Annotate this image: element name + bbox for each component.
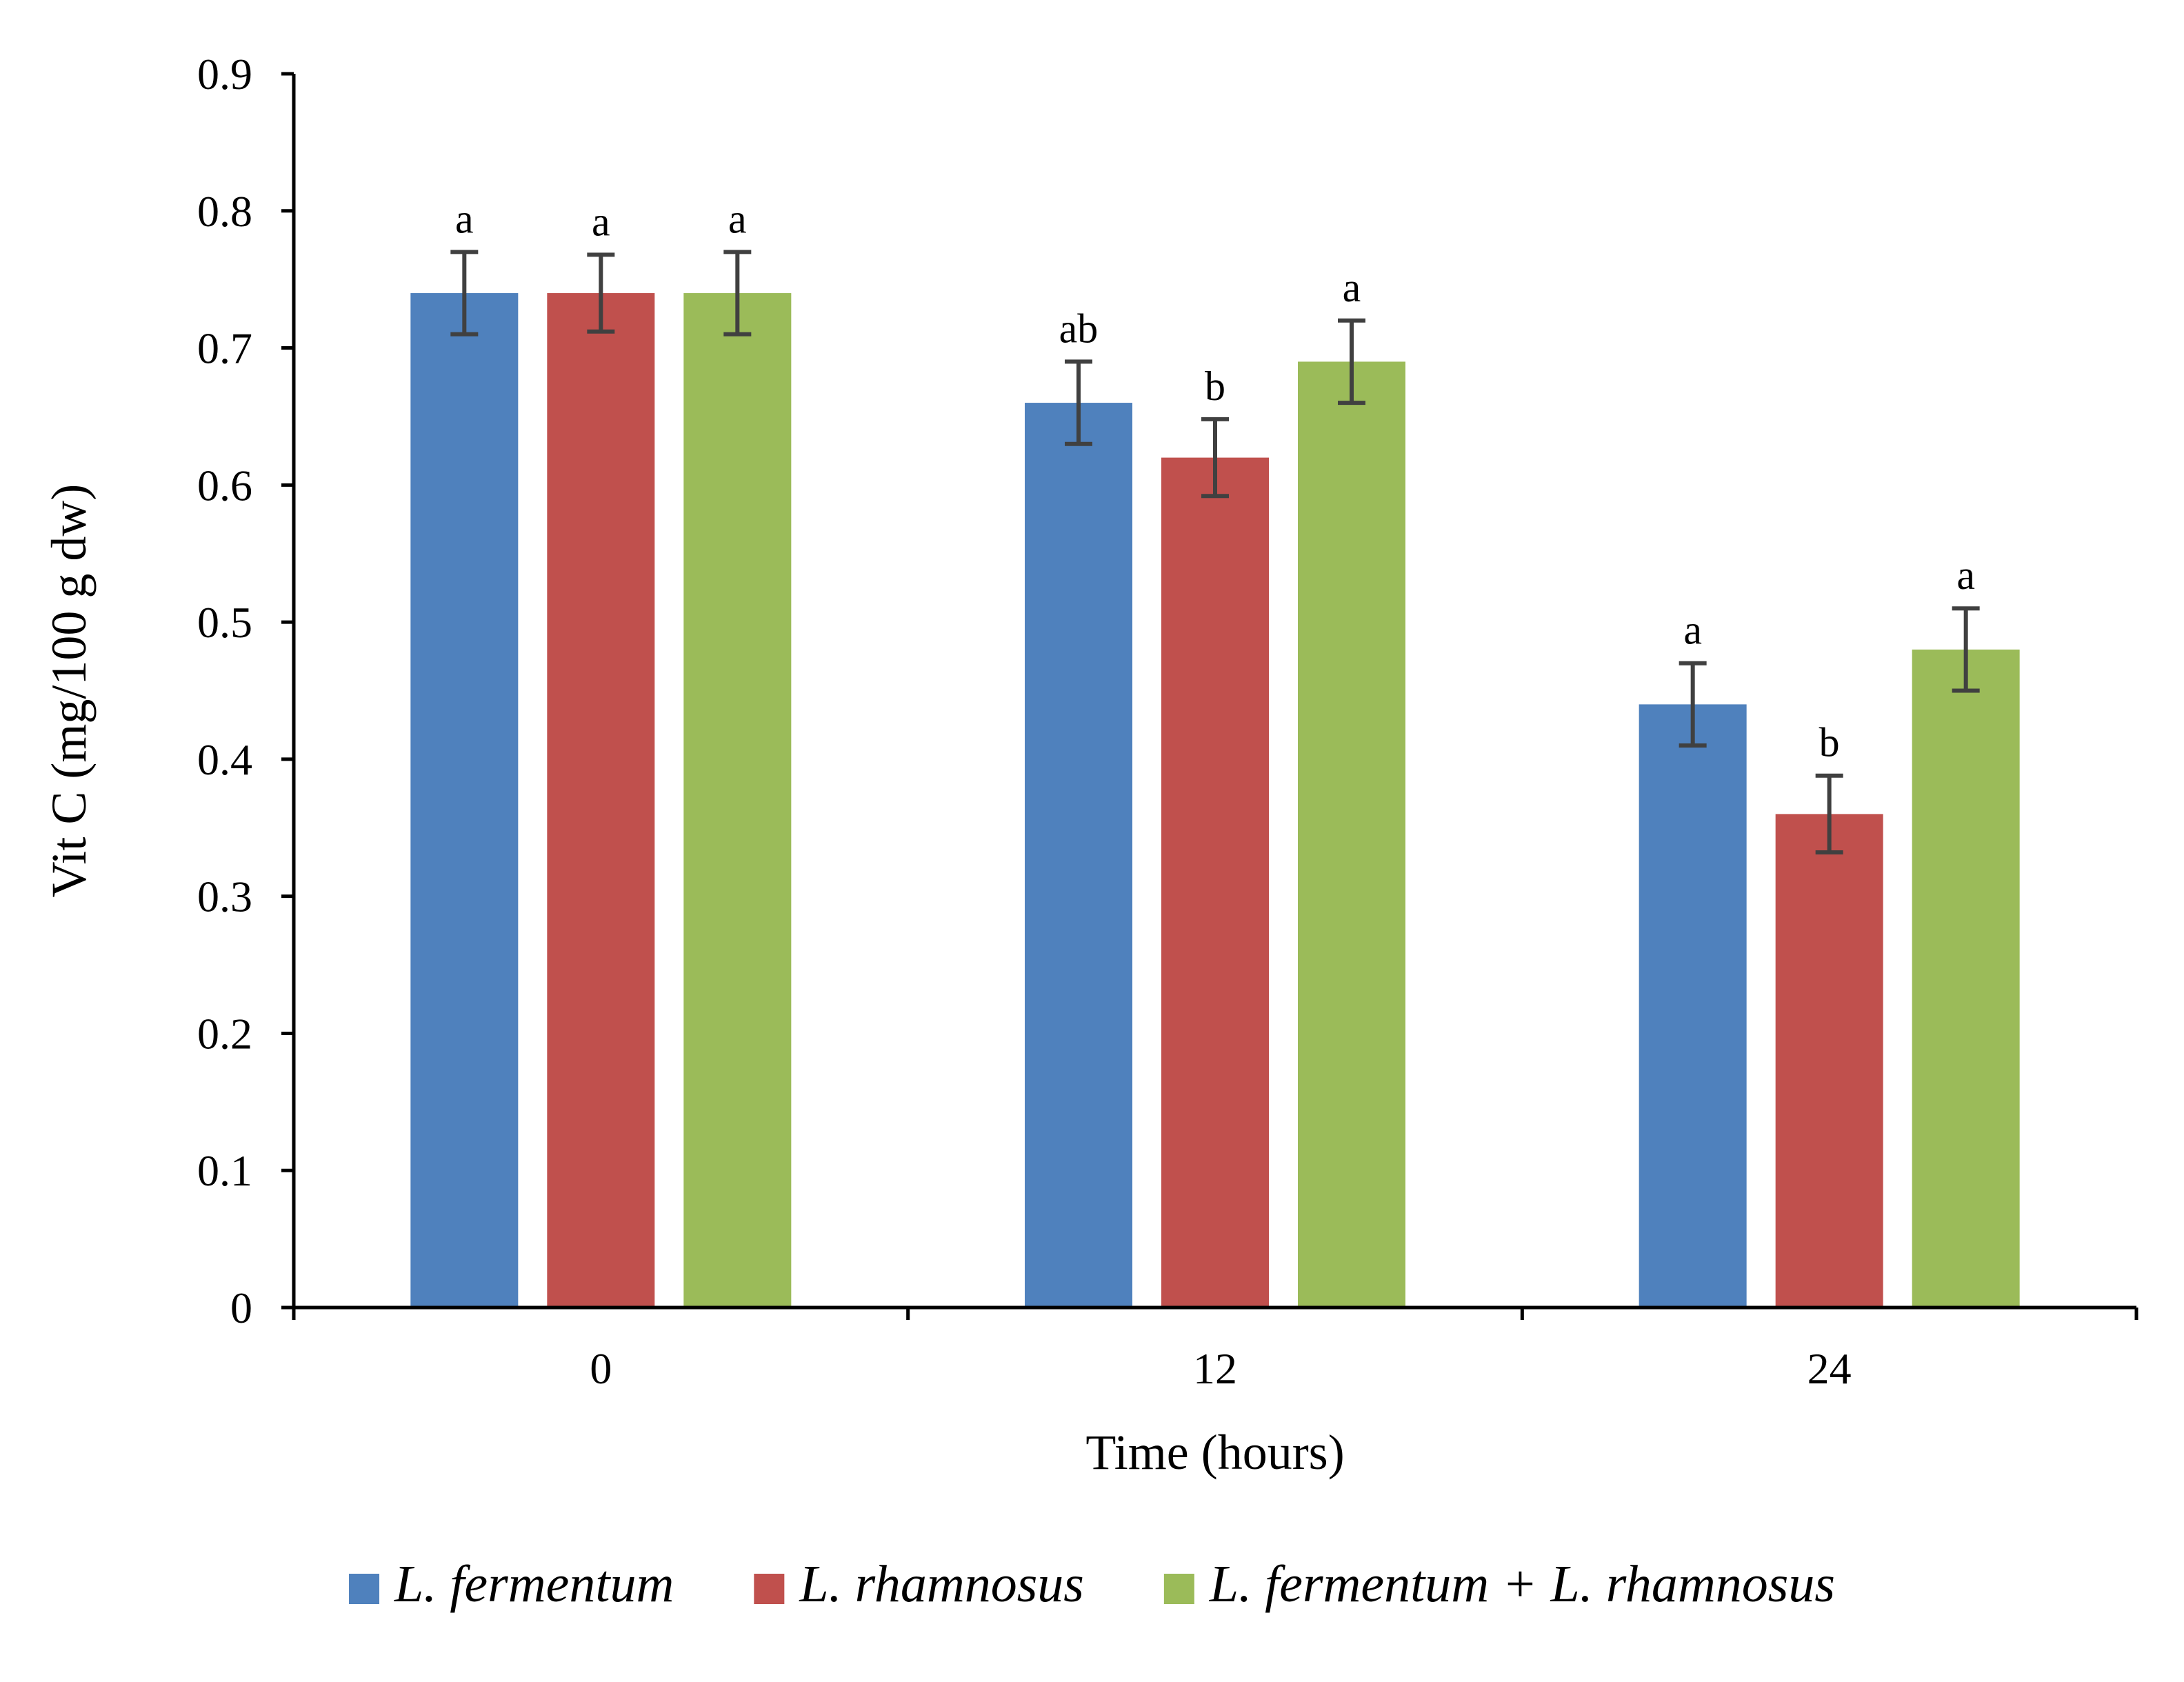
y-tick-label: 0.1 — [197, 1146, 252, 1195]
error-bar-series0-cat0 — [450, 250, 479, 337]
legend-swatch — [754, 1574, 785, 1604]
significance-label-series1-cat1: b — [1205, 363, 1225, 409]
error-bar-series1-cat0 — [587, 252, 615, 334]
significance-label-series2-cat0: a — [728, 196, 747, 241]
axes-layer: 0 0.1 0.2 0.3 0.4 0.5 0.6 0.7 0.8 0.9 0 12 24 — [197, 50, 2138, 1393]
x-tick-label: 0 — [590, 1344, 612, 1393]
bar-series0-cat0 — [410, 293, 519, 1308]
legend: L. fermentum L. rhamnosus L. fermentum + L… — [349, 1555, 1835, 1613]
legend-label: L. fermentum — [394, 1555, 674, 1613]
legend-label: L. rhamnosus — [799, 1555, 1084, 1613]
bars-layer — [410, 293, 2020, 1308]
y-axis-title: Vit C (mg/100 g dw) — [41, 484, 97, 898]
error-bar-series1-cat1 — [1201, 417, 1229, 499]
y-tick-label: 0.4 — [197, 735, 252, 784]
y-tick-label: 0.6 — [197, 461, 252, 510]
y-tick-label: 0.8 — [197, 187, 252, 236]
bar-series0-cat2 — [1639, 704, 1747, 1308]
error-bar-series2-cat1 — [1338, 318, 1365, 406]
error-bar-series2-cat0 — [723, 250, 752, 337]
x-tick-label: 12 — [1193, 1344, 1237, 1393]
bar-series1-cat1 — [1161, 457, 1269, 1308]
bar-series1-cat2 — [1775, 814, 1883, 1308]
legend-item-0: L. fermentum — [349, 1555, 674, 1613]
significance-label-series0-cat2: a — [1683, 608, 1702, 653]
significance-label-series1-cat2: b — [1819, 720, 1840, 765]
significance-label-series2-cat1: a — [1343, 265, 1361, 310]
significance-label-series0-cat0: a — [455, 196, 474, 241]
y-tick-label: 0.2 — [197, 1009, 252, 1058]
error-bar-series0-cat1 — [1065, 359, 1092, 446]
y-tick-label: 0 — [230, 1283, 252, 1332]
error-bar-series1-cat2 — [1815, 773, 1843, 855]
legend-item-2: L. fermentum + L. rhamnosus — [1163, 1555, 1835, 1613]
y-tick-label: 0.9 — [197, 50, 252, 99]
y-tick-label: 0.5 — [197, 598, 252, 647]
significance-label-series1-cat0: a — [592, 199, 610, 244]
legend-swatch — [1163, 1574, 1194, 1604]
bar-series1-cat0 — [547, 293, 655, 1308]
bar-series2-cat2 — [1912, 649, 2020, 1308]
axis-lines — [292, 74, 2136, 1310]
legend-label: L. fermentum + L. rhamnosus — [1209, 1555, 1835, 1613]
legend-item-1: L. rhamnosus — [754, 1555, 1084, 1613]
bar-series2-cat0 — [683, 293, 792, 1308]
error-bar-series0-cat2 — [1679, 661, 1707, 748]
x-tick-label: 24 — [1807, 1344, 1852, 1393]
x-axis-title: Time (hours) — [1085, 1425, 1344, 1480]
legend-swatch — [349, 1574, 380, 1604]
y-tick-label: 0.3 — [197, 872, 252, 921]
y-tick-label: 0.7 — [197, 324, 252, 373]
error-bar-series2-cat2 — [1952, 606, 1980, 693]
significance-label-series0-cat1: ab — [1059, 306, 1099, 351]
significance-label-series2-cat2: a — [1956, 552, 1975, 598]
error-bars-layer — [450, 250, 1980, 855]
bar-series0-cat1 — [1025, 403, 1132, 1308]
bar-series2-cat1 — [1298, 361, 1405, 1308]
